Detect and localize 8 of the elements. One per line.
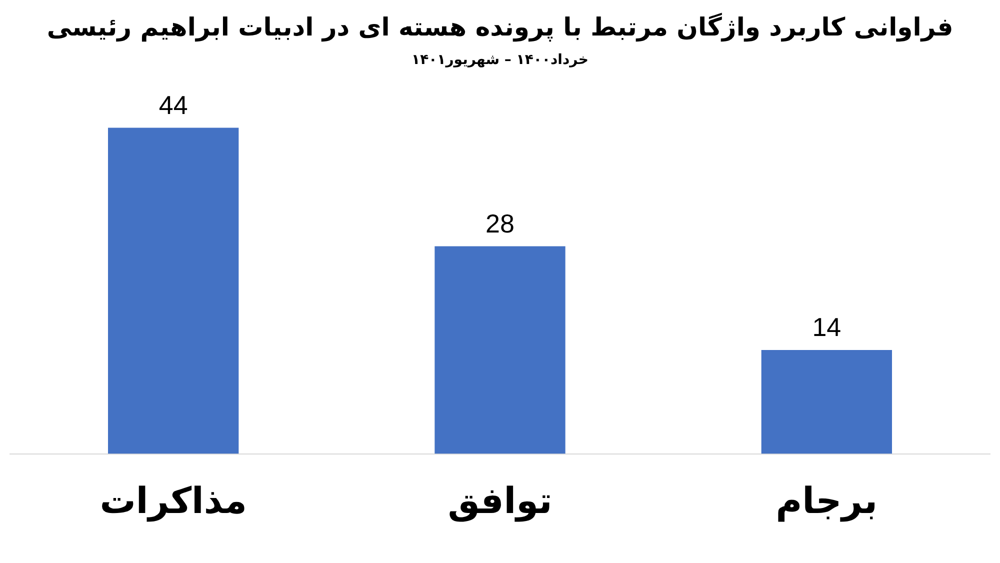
x-tick-label: توافق bbox=[448, 480, 552, 522]
chart-subtitle: خرداد۱۴۰۰ – شهریور۱۴۰۱ bbox=[412, 52, 588, 68]
data-label: 44 bbox=[158, 90, 188, 120]
data-label: 14 bbox=[812, 312, 842, 342]
data-label: 28 bbox=[486, 208, 514, 238]
x-tick-label: برجام bbox=[776, 480, 878, 522]
chart-title: فراوانی کاربرد واژگان مرتبط با پرونده هسته ای در ادبیات ابراهیم رئیسی bbox=[46, 12, 954, 42]
x-tick-label: مذاکرات bbox=[100, 480, 247, 522]
